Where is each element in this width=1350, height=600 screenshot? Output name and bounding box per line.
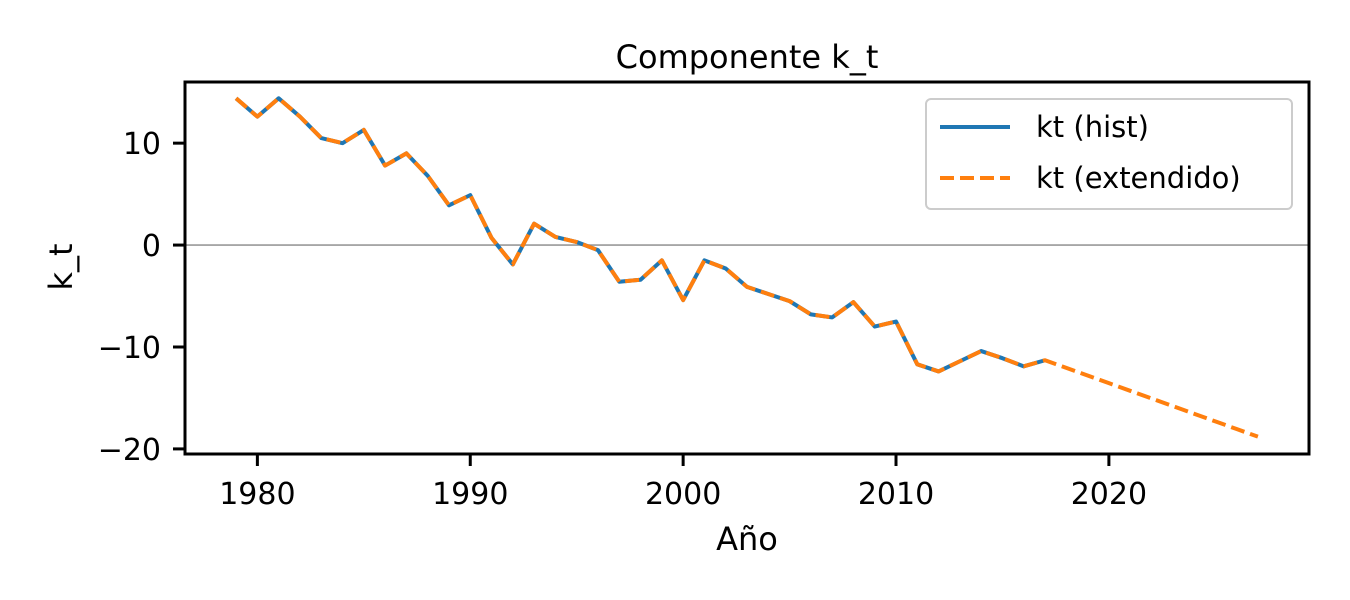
- y-tick-label: −10: [98, 331, 161, 366]
- y-tick-label: 0: [142, 229, 161, 264]
- plot-area: [185, 96, 1309, 439]
- legend-label-kt-extendido: kt (extendido): [1036, 161, 1241, 195]
- legend-box: [925, 98, 1293, 210]
- y-tick-label: 10: [123, 127, 161, 162]
- legend-label-kt-hist: kt (hist): [1036, 110, 1149, 144]
- plot-frame: [183, 80, 1311, 456]
- series-line-kt-extendido: [234, 96, 1259, 439]
- x-tick-label: 2020: [1071, 477, 1147, 512]
- y-tick-label: −20: [98, 433, 161, 468]
- chart-title: Componente k_t: [616, 38, 879, 76]
- legend: kt (hist) kt (extendido): [925, 98, 1293, 210]
- x-tick-label: 1980: [219, 477, 295, 512]
- x-axis-title: Año: [716, 520, 778, 558]
- x-tick-label: 2000: [645, 477, 721, 512]
- series-line-kt-hist: [234, 96, 1046, 374]
- y-axis-title: k_t: [42, 243, 80, 290]
- x-tick-label: 2010: [858, 477, 934, 512]
- axes: 1980 1990 2000 2010 2020 −20 −10 0 10: [98, 80, 1311, 512]
- x-tick-label: 1990: [432, 477, 508, 512]
